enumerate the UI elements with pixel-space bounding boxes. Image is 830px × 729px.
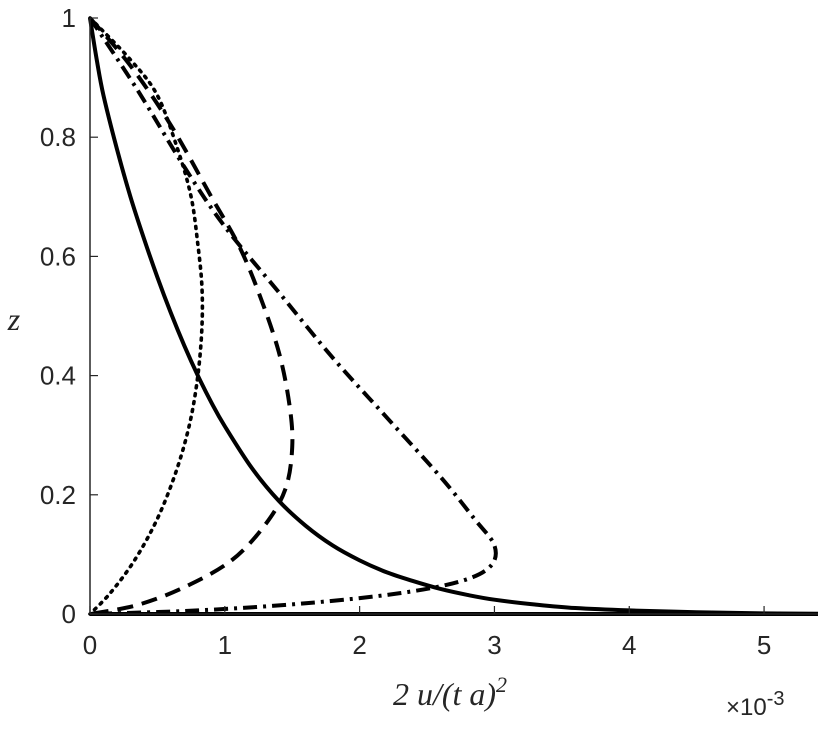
x-axis-multiplier-exponent: -3	[767, 688, 785, 710]
y-tick-label: 0.6	[40, 241, 76, 271]
x-tick-label: 3	[487, 630, 501, 660]
x-tick-label: 0	[83, 630, 97, 660]
x-tick-label: 5	[757, 630, 771, 660]
y-tick-label: 0.4	[40, 361, 76, 391]
axes-layer: 0 1 2 3 4 5 0 0.2 0.4 0.6 0.8 1	[40, 3, 818, 660]
x-axis-label: 2 u/(t a)2	[393, 672, 507, 712]
y-tick-label: 0.8	[40, 122, 76, 152]
x-tick-label: 2	[352, 630, 366, 660]
x-tick-label: 1	[218, 630, 232, 660]
series-layer	[88, 16, 819, 616]
y-axis-label: z	[7, 301, 21, 337]
series-line-dotted	[88, 16, 205, 616]
x-axis-multiplier: ×10-3	[726, 688, 785, 721]
x-axis-label-text: 2 u/(t a)	[393, 676, 496, 712]
series-line-solid	[88, 17, 819, 616]
x-axis-multiplier-base: ×10	[726, 694, 767, 721]
y-tick-label: 1	[62, 3, 76, 33]
y-tick-label: 0.2	[40, 480, 76, 510]
series-line-dashdot	[88, 16, 498, 616]
y-tick-label: 0	[62, 599, 76, 629]
x-tick-label: 4	[622, 630, 636, 660]
series-line-dashed	[88, 16, 295, 616]
x-axis-label-superscript: 2	[496, 672, 507, 697]
